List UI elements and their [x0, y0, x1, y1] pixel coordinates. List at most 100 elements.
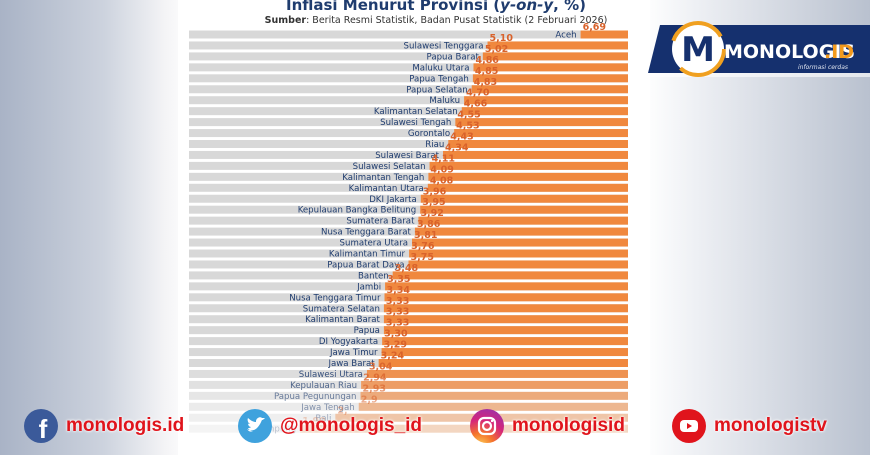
- value-label: 5,10: [490, 33, 514, 44]
- value-label: 3,34: [387, 285, 411, 296]
- bar-track: [189, 41, 628, 50]
- value-label: 4,08: [430, 175, 454, 186]
- category-label: Sumatera Barat: [346, 217, 415, 227]
- bar: [420, 194, 628, 203]
- bar: [412, 238, 628, 247]
- bar-track: [189, 249, 628, 258]
- bar: [427, 183, 628, 192]
- category-label: Sumatera Selatan: [303, 304, 380, 314]
- facebook-handle: monologis.id: [66, 415, 185, 436]
- bar: [420, 205, 628, 214]
- value-label: 2,94: [363, 372, 387, 383]
- category-label: Maluku Utara: [412, 63, 469, 73]
- value-label: 3,76: [411, 241, 435, 252]
- category-label: Bali: [315, 414, 331, 424]
- bar-track: [189, 150, 628, 159]
- social-youtube[interactable]: monologistv: [672, 409, 827, 443]
- bar-track: [189, 74, 628, 83]
- instagram-icon: [470, 409, 504, 443]
- category-label: Kalimantan Barat: [305, 315, 380, 325]
- category-label: Maluku: [429, 96, 460, 106]
- svg-text:f: f: [39, 414, 48, 443]
- bar-track: [189, 30, 628, 39]
- value-label: 1,90: [302, 416, 326, 427]
- bar: [454, 129, 628, 138]
- category-label: Papua: [354, 326, 380, 336]
- bar: [472, 74, 628, 83]
- bar: [300, 424, 628, 433]
- category-label: Aceh: [555, 31, 576, 41]
- bar-track: [189, 172, 628, 181]
- logo-globe: [672, 23, 724, 75]
- category-label: DKI Jakarta: [369, 195, 417, 205]
- value-label: 3,92: [420, 208, 443, 219]
- bar-track: [189, 107, 628, 116]
- value-label: 3,33: [386, 296, 409, 307]
- logo-mark-letter: M: [681, 30, 715, 70]
- bar: [461, 107, 628, 116]
- value-label: 4,70: [466, 88, 490, 99]
- value-label: 4,53: [456, 121, 479, 132]
- category-label: Papua Barat Daya: [327, 260, 404, 270]
- bar: [473, 63, 628, 72]
- category-label: Kalimantan Selatan: [374, 107, 458, 117]
- value-label: 5,02: [485, 44, 508, 55]
- social-twitter[interactable]: @monologis_id: [238, 409, 422, 443]
- category-label: Lampung: [256, 425, 296, 435]
- logo-tagline: informasi cerdas: [798, 64, 848, 71]
- logo-wordmark-suffix: .ID: [824, 41, 854, 63]
- value-label: 2,9: [361, 394, 378, 405]
- value-label: 4,86: [475, 55, 499, 66]
- value-label: 3,29: [384, 340, 407, 351]
- bar-track: [189, 161, 628, 170]
- value-label: 3,35: [387, 274, 410, 285]
- bar: [414, 227, 628, 236]
- category-label: Jawa Barat: [327, 359, 375, 369]
- bar: [392, 271, 628, 280]
- value-label: 2,93: [363, 383, 386, 394]
- bar: [383, 315, 628, 324]
- bar: [360, 391, 628, 400]
- bar-track: [189, 424, 628, 433]
- value-label: 4,43: [450, 132, 473, 143]
- monologis-logo: M MONOLOGIS .ID informasi cerdas: [648, 21, 870, 77]
- value-label: 3,81: [414, 230, 437, 241]
- youtube-icon: [672, 409, 706, 443]
- bar-track: [189, 129, 628, 138]
- value-label: 3,95: [422, 197, 445, 208]
- value-label: 3,75: [411, 252, 434, 263]
- bar-track: [189, 205, 628, 214]
- bar-track: [189, 52, 628, 61]
- bar-track: [189, 118, 628, 127]
- bar: [482, 52, 628, 61]
- category-label: Kepulauan Riau: [290, 381, 357, 391]
- category-label: Sumatera Utara: [340, 239, 408, 249]
- category-label: Sulawesi Tengah: [380, 118, 451, 128]
- bar: [361, 380, 628, 389]
- social-instagram[interactable]: monologisid: [470, 409, 625, 443]
- category-label: Riau: [425, 140, 444, 150]
- value-label: 4,55: [457, 110, 480, 121]
- value-label: 2,: [337, 405, 347, 416]
- value-label: 4,11: [432, 153, 455, 164]
- category-label: Jawa Tengah: [300, 403, 355, 413]
- category-label: Kalimantan Utara: [349, 184, 424, 194]
- category-label: Jawa Timur: [329, 348, 378, 358]
- category-label: Sulawesi Tenggara: [404, 41, 484, 51]
- bar: [418, 216, 628, 225]
- value-label: 6,69: [583, 22, 606, 33]
- bar: [385, 282, 628, 291]
- bar: [455, 118, 628, 127]
- social-facebook[interactable]: f monologis.id: [24, 409, 184, 443]
- value-label: 4,85: [475, 66, 498, 77]
- logo-wordmark: MONOLOGIS: [724, 41, 855, 63]
- chart-title: Inflasi Menurut Provinsi (y-on-y, %): [286, 0, 586, 14]
- bar: [487, 41, 628, 50]
- value-label: 4,66: [464, 99, 488, 110]
- category-label: Papua Selatan: [406, 85, 467, 95]
- category-label: Sulawesi Utara: [299, 370, 363, 380]
- bar: [382, 337, 628, 346]
- bar: [448, 140, 628, 148]
- bar: [464, 96, 628, 105]
